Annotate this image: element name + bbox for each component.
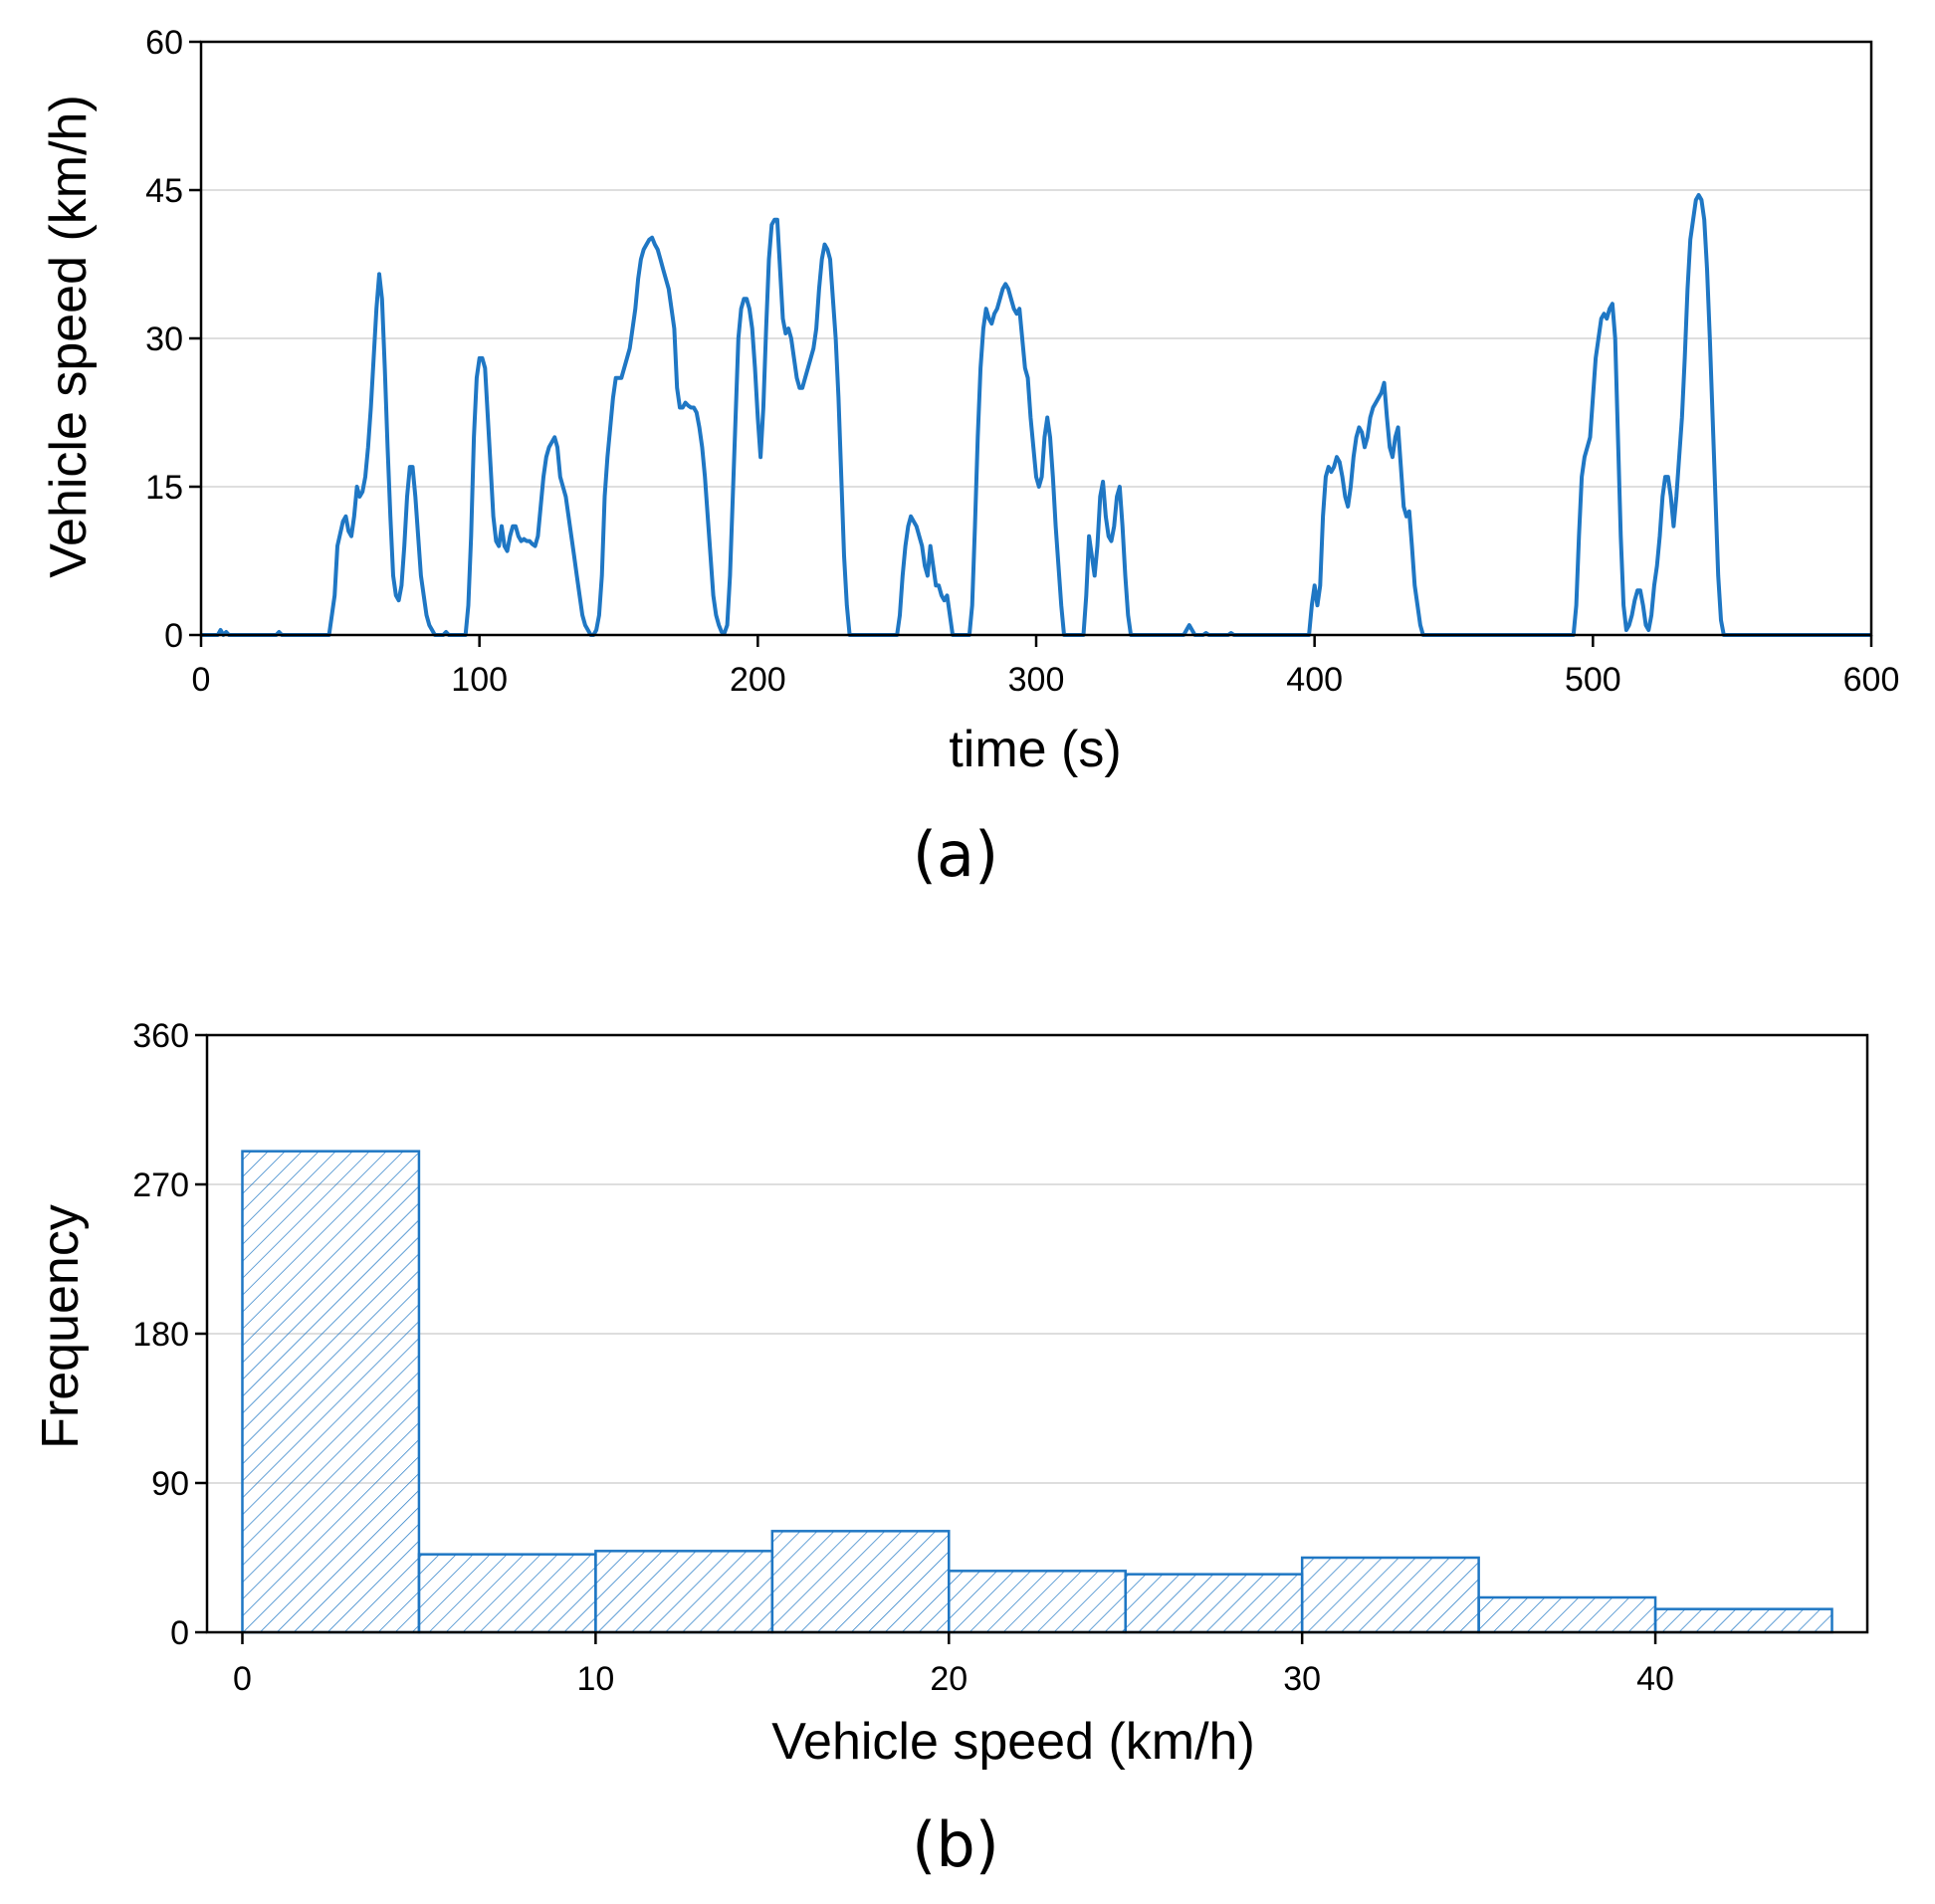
chart-a-y-tick-label: 60	[145, 24, 183, 62]
chart-b-y-tick-label: 90	[151, 1465, 189, 1503]
chart-b-grid	[207, 1183, 1867, 1484]
chart-b-panel-label: (b)	[912, 1808, 999, 1881]
chart-a-x-axis-title: time (s)	[949, 721, 1121, 778]
histogram-bar	[594, 1550, 774, 1634]
chart-b-x-tick-label: 30	[1283, 1660, 1321, 1698]
chart-a-y-tick-label: 0	[164, 617, 183, 655]
chart-a-x-tick-label: 100	[451, 661, 508, 699]
chart-b-y-tick-label: 360	[132, 1017, 189, 1055]
histogram-bar	[1653, 1607, 1833, 1634]
chart-b-x-ticks: 0 10 20 30 40	[233, 1632, 1674, 1698]
histogram-bar	[1300, 1556, 1480, 1634]
histogram-bar	[948, 1570, 1127, 1634]
histogram-bar	[1477, 1595, 1657, 1634]
chart-a-x-tick-label: 300	[1008, 661, 1065, 699]
histogram-bar	[1124, 1573, 1304, 1634]
chart-a-x-tick-label: 0	[192, 661, 211, 699]
chart-a-panel-label: (a)	[913, 818, 998, 891]
chart-a-y-axis-title: Vehicle speed (km/h)	[40, 95, 98, 578]
chart-b-y-tick-label: 270	[132, 1166, 189, 1204]
chart-a-x-tick-label: 400	[1286, 661, 1343, 699]
chart-b-x-tick-label: 40	[1636, 1660, 1674, 1698]
chart-b: 0 10 20 30 40 0 90 180 270 360 Vehicle speed (km…	[32, 1017, 1869, 1881]
chart-b-x-axis-title: Vehicle speed (km/h)	[771, 1713, 1255, 1771]
chart-a-grid	[201, 189, 1871, 488]
chart-a-x-ticks: 0 100 200 300 400 500 600	[192, 635, 1900, 699]
chart-a-x-tick-label: 600	[1843, 661, 1900, 699]
chart-a-y-tick-label: 30	[145, 320, 183, 358]
chart-b-x-tick-label: 20	[930, 1660, 968, 1698]
histogram-bar	[417, 1553, 597, 1634]
chart-b-bars	[241, 1150, 1833, 1634]
chart-b-y-axis-title: Frequency	[32, 1204, 90, 1449]
chart-b-x-tick-label: 10	[576, 1660, 614, 1698]
histogram-bar	[241, 1150, 421, 1634]
histogram-bar	[770, 1530, 951, 1634]
chart-a-series	[201, 193, 1871, 637]
speed-series-line	[201, 193, 1871, 637]
chart-a-x-tick-label: 500	[1565, 661, 1621, 699]
chart-a-x-tick-label: 200	[730, 661, 786, 699]
chart-a-y-tick-label: 15	[145, 469, 183, 507]
chart-a-y-ticks: 0 15 30 45 60	[145, 24, 201, 655]
chart-a: 0 100 200 300 400 500 600 0 15 30 45 60 time (s) V…	[40, 24, 1899, 891]
chart-a-y-tick-label: 45	[145, 172, 183, 210]
chart-b-x-tick-label: 0	[233, 1660, 252, 1698]
chart-b-y-tick-label: 180	[132, 1316, 189, 1354]
chart-b-y-tick-label: 0	[170, 1614, 189, 1652]
chart-b-y-ticks: 0 90 180 270 360	[132, 1017, 207, 1652]
